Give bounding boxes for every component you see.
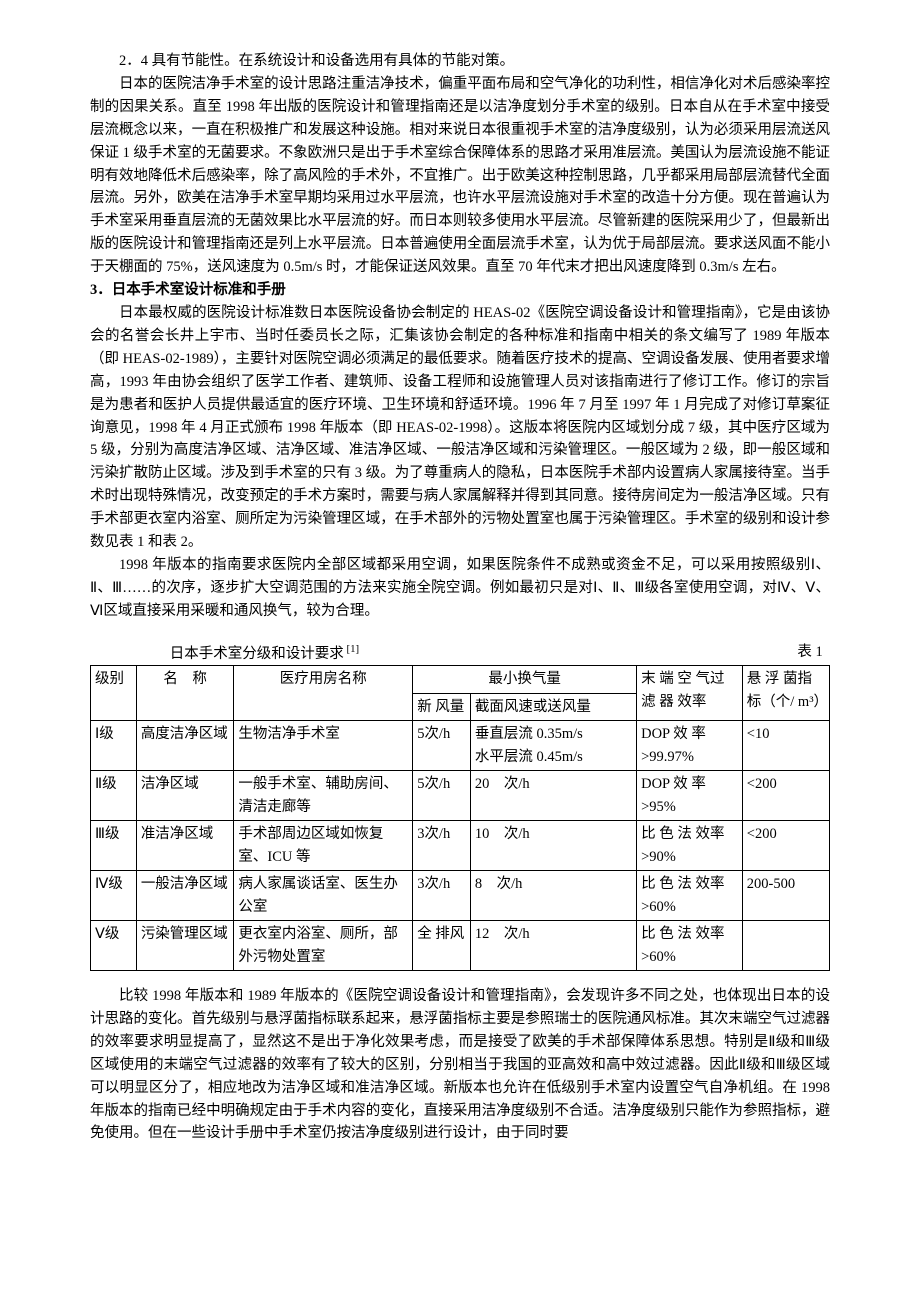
table-cell: 一般洁净区域	[136, 871, 234, 921]
table-row: Ⅰ级 高度洁净区域 生物洁净手术室 5次/h 垂直层流 0.35m/s水平层流 …	[91, 721, 830, 771]
table-cell: 5次/h	[413, 771, 471, 821]
table1-h-bacteria: 悬 浮 菌指 标（个/ m³）	[742, 666, 829, 721]
table1-head: 级别 名 称 医疗用房名称 最小换气量 末 端 空 气过 滤 器 效率 悬 浮 …	[91, 666, 830, 721]
table-cell: DOP 效 率>95%	[637, 771, 743, 821]
paragraph-japan-design: 日本的医院洁净手术室的设计思路注重洁净技术，偏重平面布局和空气净化的功利性，相信…	[90, 73, 830, 279]
table-cell: <200	[742, 771, 829, 821]
table1-h-name: 名 称	[136, 666, 234, 721]
paragraph-heas02: 日本最权威的医院设计标准数日本医院设备协会制定的 HEAS-02《医院空调设备设…	[90, 302, 830, 554]
table-cell: 生物洁净手术室	[234, 721, 413, 771]
document-page: 2．4 具有节能性。在系统设计和设备选用有具体的节能对策。 日本的医院洁净手术室…	[0, 0, 920, 1205]
table1-h-ach: 最小换气量	[413, 666, 637, 693]
table1-header-row-1: 级别 名 称 医疗用房名称 最小换气量 末 端 空 气过 滤 器 效率 悬 浮 …	[91, 666, 830, 693]
table1: 级别 名 称 医疗用房名称 最小换气量 末 端 空 气过 滤 器 效率 悬 浮 …	[90, 665, 830, 971]
table-cell: <10	[742, 721, 829, 771]
table-cell: 8 次/h	[470, 871, 636, 921]
table-cell: 5次/h	[413, 721, 471, 771]
table1-h-room: 医疗用房名称	[234, 666, 413, 721]
table-cell: 手术部周边区域如恢复室、ICU 等	[234, 821, 413, 871]
paragraph-2-4: 2．4 具有节能性。在系统设计和设备选用有具体的节能对策。	[90, 50, 830, 73]
table-cell: 200-500	[742, 871, 829, 921]
table-cell: Ⅲ级	[91, 821, 137, 871]
table-cell: Ⅰ级	[91, 721, 137, 771]
table1-caption-sup: [1]	[344, 643, 359, 655]
table-cell: 3次/h	[413, 821, 471, 871]
table1-h-fresh: 新 风量	[413, 693, 471, 720]
table1-body: Ⅰ级 高度洁净区域 生物洁净手术室 5次/h 垂直层流 0.35m/s水平层流 …	[91, 721, 830, 971]
table-cell: 垂直层流 0.35m/s水平层流 0.45m/s	[470, 721, 636, 771]
table-cell: Ⅱ级	[91, 771, 137, 821]
table-cell: 准洁净区域	[136, 821, 234, 871]
table-cell: 10 次/h	[470, 821, 636, 871]
table-cell: 全 排风	[413, 921, 471, 971]
table-cell: 比 色 法 效率>60%	[637, 921, 743, 971]
table-cell: Ⅳ级	[91, 871, 137, 921]
table1-h-level: 级别	[91, 666, 137, 721]
table-row: Ⅲ级 准洁净区域 手术部周边区域如恢复室、ICU 等 3次/h 10 次/h 比…	[91, 821, 830, 871]
table-cell: 高度洁净区域	[136, 721, 234, 771]
table-cell	[742, 921, 829, 971]
table-cell: 洁净区域	[136, 771, 234, 821]
table-cell: 比 色 法 效率>90%	[637, 821, 743, 871]
table1-caption-left: 日本手术室分级和设计要求 [1]	[90, 641, 359, 666]
table-cell: 更衣室内浴室、厕所，部外污物处置室	[234, 921, 413, 971]
heading-3: 3．日本手术室设计标准和手册	[90, 279, 830, 302]
table1-caption-right: 表 1	[797, 641, 830, 666]
paragraph-compare: 比较 1998 年版本和 1989 年版本的《医院空调设备设计和管理指南》，会发…	[90, 985, 830, 1145]
table1-caption-text: 日本手术室分级和设计要求	[170, 645, 344, 661]
table-row: Ⅴ级 污染管理区域 更衣室内浴室、厕所，部外污物处置室 全 排风 12 次/h …	[91, 921, 830, 971]
table-row: Ⅱ级 洁净区域 一般手术室、辅助房间、清洁走廊等 5次/h 20 次/h DOP…	[91, 771, 830, 821]
table-cell: 病人家属谈话室、医生办公室	[234, 871, 413, 921]
table-cell: 比 色 法 效率>60%	[637, 871, 743, 921]
paragraph-1998-guide: 1998 年版本的指南要求医院内全部区域都采用空调，如果医院条件不成熟或资金不足…	[90, 554, 830, 623]
table-cell: 20 次/h	[470, 771, 636, 821]
table-cell: 3次/h	[413, 871, 471, 921]
table-cell: DOP 效 率>99.97%	[637, 721, 743, 771]
table1-h-velocity: 截面风速或送风量	[470, 693, 636, 720]
table-cell: 一般手术室、辅助房间、清洁走廊等	[234, 771, 413, 821]
table-cell: Ⅴ级	[91, 921, 137, 971]
table-cell: 污染管理区域	[136, 921, 234, 971]
table1-h-filter: 末 端 空 气过 滤 器 效率	[637, 666, 743, 721]
table1-caption: 日本手术室分级和设计要求 [1] 表 1	[90, 641, 830, 666]
table-cell: <200	[742, 821, 829, 871]
table-row: Ⅳ级 一般洁净区域 病人家属谈话室、医生办公室 3次/h 8 次/h 比 色 法…	[91, 871, 830, 921]
table-cell: 12 次/h	[470, 921, 636, 971]
